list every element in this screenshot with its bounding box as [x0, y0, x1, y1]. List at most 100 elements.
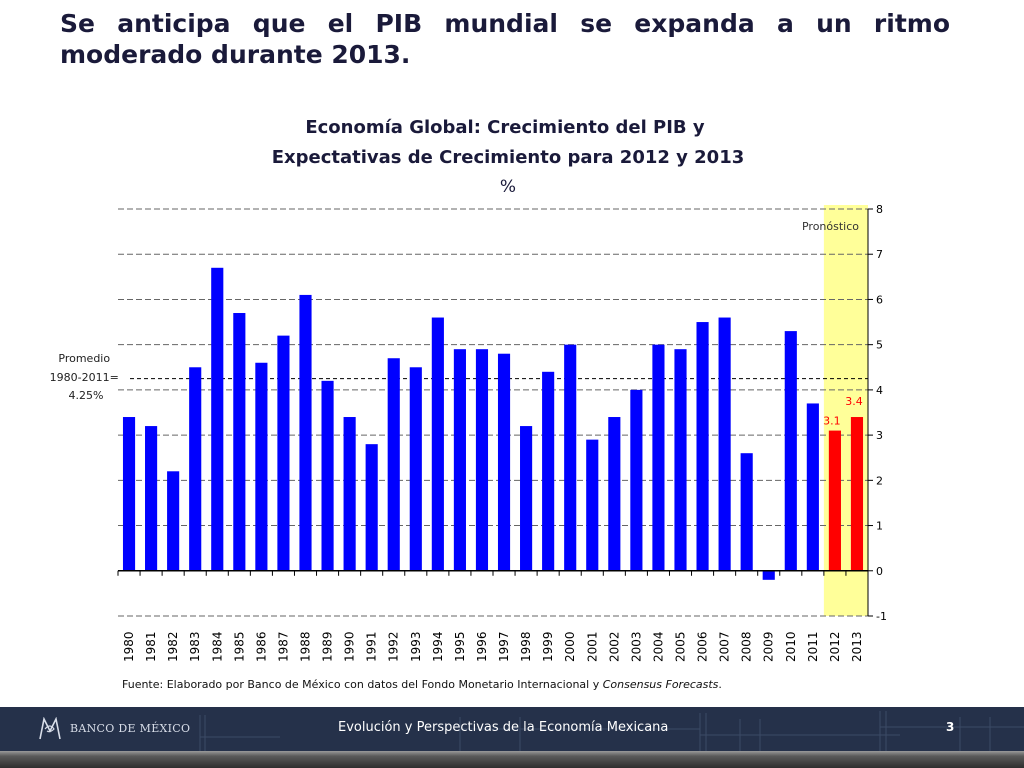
slide-title: Se anticipa que el PIB mundial se expand… [60, 9, 950, 69]
data-label-2013: 3.4 [845, 395, 863, 408]
bars [122, 267, 864, 580]
x-tick-label: 1985 [232, 631, 246, 662]
grid-lines [118, 208, 868, 617]
average-label-line2: 1980-2011= [50, 371, 119, 384]
gdp-growth-chart: 1980 1981 1982 1983 1984 1985 1986 1987 1988 1989… [50, 117, 887, 691]
x-tick-label: 1994 [431, 631, 445, 662]
bar-2008 [740, 453, 753, 571]
banxico-logo-icon [39, 717, 61, 740]
bar-1987 [277, 335, 290, 571]
x-tick-label: 1981 [144, 631, 158, 662]
x-tick-label: 2001 [585, 631, 599, 662]
bar-2012 [828, 430, 841, 571]
bar-1990 [343, 417, 356, 571]
y-tick-label: 0 [876, 565, 883, 578]
bar-1984 [211, 267, 224, 571]
x-tick-label: 1986 [254, 631, 268, 662]
bar-1981 [145, 426, 158, 571]
x-tick-label: 1980 [122, 631, 136, 662]
bar-1980 [122, 417, 136, 571]
bar-1983 [189, 367, 202, 571]
bar-2001 [586, 439, 599, 571]
bar-1991 [365, 444, 378, 571]
x-tick-label: 1991 [365, 631, 379, 662]
bar-1988 [299, 294, 312, 571]
data-label-2012: 3.1 [823, 415, 841, 428]
bar-2007 [718, 317, 731, 571]
x-tick-label: 1995 [453, 631, 467, 662]
y-tick-label: 2 [876, 474, 883, 487]
data-labels: 3.1 3.4 [823, 395, 863, 428]
x-tick-label: 2012 [828, 631, 842, 662]
bar-1995 [453, 349, 466, 571]
bar-1985 [233, 313, 246, 571]
chart-source: Fuente: Elaborado por Banco de México co… [122, 678, 722, 691]
x-tick-label: 2013 [850, 631, 864, 662]
bar-1994 [431, 317, 444, 571]
x-tick-label: 2006 [696, 631, 710, 662]
y-tick-label: 3 [876, 429, 883, 442]
footer-decoration [199, 711, 1024, 751]
x-tick-label: 2000 [563, 631, 577, 662]
chart-title-line2: Expectativas de Crecimiento para 2012 y … [272, 147, 745, 168]
source-text: Fuente: Elaborado por Banco de México co… [122, 678, 603, 691]
x-tick-label: 2002 [607, 631, 621, 662]
bar-1998 [520, 426, 533, 571]
y-tick-label: 4 [876, 384, 883, 397]
bar-2004 [652, 344, 665, 571]
x-tick-label: 1992 [387, 631, 401, 662]
bar-1986 [255, 362, 268, 571]
y-tick-label: 6 [876, 293, 883, 306]
y-axis: -1 0 1 2 3 4 5 6 7 8 [867, 203, 887, 623]
bar-1999 [542, 371, 555, 571]
bar-1993 [409, 367, 422, 571]
logo-text: BANCO DE MÉXICO [70, 722, 191, 735]
bar-2011 [806, 403, 819, 571]
x-tick-label: 1997 [497, 631, 511, 662]
bottom-strip [0, 751, 1024, 768]
x-tick-label: 1982 [166, 631, 180, 662]
y-tick-label: 1 [876, 520, 883, 533]
x-tick-label: 2011 [806, 631, 820, 662]
average-label-line3: 4.25% [69, 389, 104, 402]
y-tick-label: 5 [876, 339, 883, 352]
page-number: 3 [946, 720, 955, 734]
bar-2006 [696, 322, 709, 571]
x-tick-label: 1990 [343, 631, 357, 662]
x-tick-label: 1987 [276, 631, 290, 662]
source-italic: Consensus Forecasts [603, 678, 719, 691]
bar-2002 [608, 417, 621, 571]
x-tick-label: 1998 [519, 631, 533, 662]
bar-2005 [674, 349, 687, 571]
bar-1997 [497, 353, 511, 571]
x-tick-label: 1988 [299, 631, 313, 662]
y-tick-label: -1 [876, 610, 887, 623]
x-tick-label: 1996 [475, 631, 489, 662]
bar-2010 [784, 331, 797, 571]
bar-2000 [564, 344, 577, 571]
bar-1992 [387, 358, 400, 571]
x-axis: 1980 1981 1982 1983 1984 1985 1986 1987 1988 1989… [117, 570, 869, 662]
x-tick-label: 2003 [629, 631, 643, 662]
y-tick-label: 7 [876, 248, 883, 261]
x-tick-label: 1999 [541, 631, 555, 662]
x-tick-label: 1983 [188, 631, 202, 662]
x-tick-label: 2008 [740, 631, 754, 662]
x-tick-label: 2009 [762, 631, 776, 662]
bar-2003 [630, 389, 643, 571]
x-tick-label: 2007 [718, 631, 732, 662]
chart-unit: % [500, 177, 516, 197]
y-tick-label: 8 [876, 203, 883, 216]
bar-2013 [850, 417, 864, 571]
x-tick-label: 2005 [674, 631, 688, 662]
bar-1989 [321, 380, 334, 571]
average-label-line1: Promedio [58, 352, 110, 365]
source-end: . [718, 678, 722, 691]
x-tick-label: 2004 [651, 631, 665, 662]
x-tick-label: 1993 [409, 631, 423, 662]
x-tick-label: 1984 [210, 631, 224, 662]
forecast-label: Pronóstico [802, 220, 859, 233]
bar-1982 [167, 471, 180, 571]
slide-footer: BANCO DE MÉXICO Evolución y Perspectivas… [0, 707, 1024, 751]
bar-1996 [475, 349, 489, 571]
